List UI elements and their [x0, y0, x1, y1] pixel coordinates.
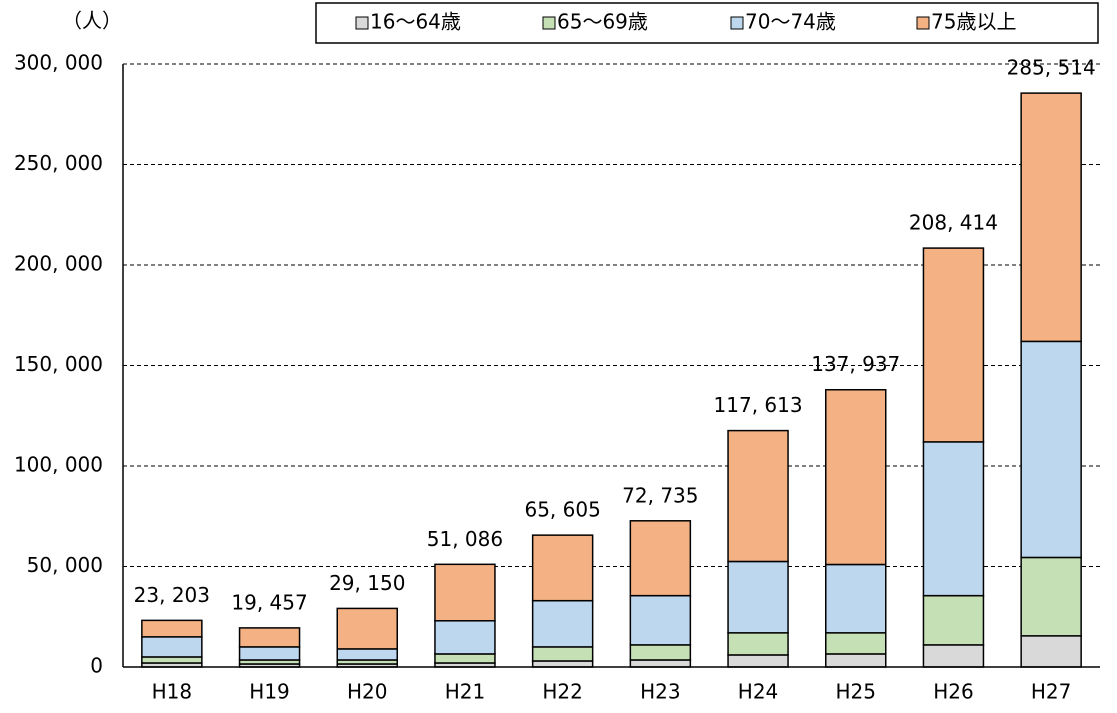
x-tick-label: H25	[836, 680, 877, 704]
x-tick-label: H22	[542, 680, 583, 704]
bar-segment	[141, 636, 203, 658]
bar-segment	[922, 644, 985, 668]
legend-label: 65〜69歳	[557, 10, 648, 34]
x-tick-label: H21	[445, 680, 486, 704]
bar-segment	[434, 563, 496, 622]
total-label: 29, 150	[329, 571, 405, 595]
bar-segment	[825, 388, 887, 566]
bar-segment	[531, 660, 594, 668]
bar-segment	[1020, 556, 1082, 637]
x-tick-label: H26	[933, 680, 974, 704]
legend-label: 75歳以上	[931, 10, 1016, 34]
legend-swatch	[916, 16, 930, 30]
total-label: 285, 514	[1007, 56, 1096, 80]
y-axis-label: （人）	[62, 9, 122, 33]
bar-segment	[531, 599, 594, 648]
bar-segment	[629, 520, 692, 597]
y-tick-label: 250, 000	[14, 151, 103, 175]
total-label: 65, 605	[524, 498, 600, 522]
bar-segment	[727, 632, 789, 656]
bar-segment	[336, 648, 398, 661]
bar-segment	[727, 654, 789, 668]
bar-segment	[434, 620, 496, 655]
bar-segment	[1020, 340, 1082, 559]
bar-segment	[922, 247, 985, 443]
bar-segment	[1020, 92, 1082, 343]
bar-segment	[629, 644, 692, 661]
y-tick-label: 0	[90, 654, 103, 678]
legend-swatch	[542, 16, 556, 30]
x-tick-label: H18	[152, 680, 193, 704]
bar-segment	[727, 429, 789, 563]
x-tick-label: H20	[347, 680, 388, 704]
x-tick-label: H23	[640, 680, 681, 704]
bar-segment	[1020, 635, 1082, 668]
bar-segment	[825, 632, 887, 655]
legend-swatch	[730, 16, 744, 30]
x-tick-label: H27	[1031, 680, 1072, 704]
total-label: 208, 414	[909, 211, 998, 235]
bar-segment	[141, 656, 203, 664]
bar-segment	[141, 619, 203, 638]
bar-segment	[238, 646, 301, 661]
bar-segment	[922, 441, 985, 597]
y-tick-label: 300, 000	[14, 51, 103, 75]
total-label: 137, 937	[811, 352, 900, 376]
legend-label: 16〜64歳	[370, 10, 461, 34]
total-label: 23, 203	[134, 583, 210, 607]
legend-swatch	[355, 16, 369, 30]
y-tick-label: 100, 000	[14, 453, 103, 477]
bar-segment	[238, 627, 301, 648]
legend-label: 70〜74歳	[745, 10, 836, 34]
total-label: 51, 086	[427, 527, 503, 551]
total-label: 19, 457	[231, 590, 307, 614]
y-tick-label: 150, 000	[14, 352, 103, 376]
bar-segment	[629, 659, 692, 668]
total-label: 72, 735	[622, 483, 698, 507]
bar-segment	[629, 594, 692, 646]
total-label: 117, 613	[714, 393, 803, 417]
bar-segment	[336, 607, 398, 650]
x-tick-label: H19	[249, 680, 290, 704]
bar-segment	[531, 534, 594, 602]
bar-segment	[434, 653, 496, 664]
bar-segment	[825, 563, 887, 634]
bar-segment	[922, 594, 985, 646]
y-tick-label: 200, 000	[14, 252, 103, 276]
bar-segment	[531, 646, 594, 662]
bar-segment	[727, 560, 789, 634]
bar-segment	[825, 653, 887, 668]
x-tick-label: H24	[738, 680, 779, 704]
y-tick-label: 50, 000	[27, 553, 103, 577]
legend-box	[315, 2, 1099, 44]
